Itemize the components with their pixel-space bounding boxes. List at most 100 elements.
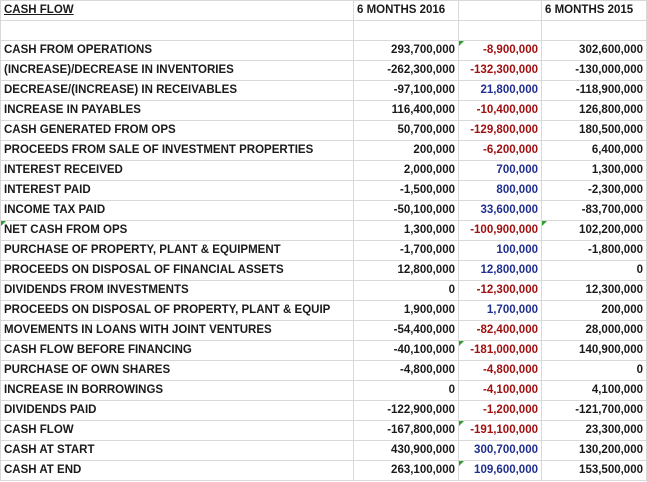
- row-label-cell[interactable]: PROCEEDS ON DISPOSAL OF FINANCIAL ASSETS: [0, 260, 354, 281]
- row-label-cell[interactable]: NET CASH FROM OPS: [0, 220, 354, 241]
- header-label-cell[interactable]: CASH FLOW: [0, 0, 354, 21]
- value-2015-cell[interactable]: 4,100,000: [541, 380, 647, 401]
- difference-cell[interactable]: 12,800,000: [458, 260, 542, 281]
- row-label-cell[interactable]: CASH FROM OPERATIONS: [0, 40, 354, 61]
- difference-cell[interactable]: 1,700,000: [458, 300, 542, 321]
- row-label-cell[interactable]: MOVEMENTS IN LOANS WITH JOINT VENTURES: [0, 320, 354, 341]
- row-label-cell[interactable]: (INCREASE)/DECREASE IN INVENTORIES: [0, 60, 354, 81]
- value-2015-cell[interactable]: -130,000,000: [541, 60, 647, 81]
- value-2015-cell[interactable]: 153,500,000: [541, 460, 647, 481]
- row-label-cell[interactable]: INCREASE IN PAYABLES: [0, 100, 354, 121]
- difference-cell[interactable]: -1,200,000: [458, 400, 542, 421]
- row-label-cell[interactable]: DECREASE/(INCREASE) IN RECEIVABLES: [0, 80, 354, 101]
- empty-cell[interactable]: [541, 20, 647, 41]
- value-2015-cell[interactable]: 6,400,000: [541, 140, 647, 161]
- row-label-cell[interactable]: INTEREST RECEIVED: [0, 160, 354, 181]
- value-2016-cell[interactable]: -1,500,000: [353, 180, 459, 201]
- difference-cell[interactable]: -4,800,000: [458, 360, 542, 381]
- difference-cell[interactable]: 109,600,000: [458, 460, 542, 481]
- value-2016-cell[interactable]: 430,900,000: [353, 440, 459, 461]
- row-label-cell[interactable]: CASH GENERATED FROM OPS: [0, 120, 354, 141]
- difference-cell[interactable]: 21,800,000: [458, 80, 542, 101]
- value-2016-cell[interactable]: -40,100,000: [353, 340, 459, 361]
- value-2015-cell[interactable]: 140,900,000: [541, 340, 647, 361]
- row-label-cell[interactable]: INTEREST PAID: [0, 180, 354, 201]
- value-2016-cell[interactable]: -167,800,000: [353, 420, 459, 441]
- value-2016-cell[interactable]: 293,700,000: [353, 40, 459, 61]
- value-2015-cell[interactable]: 180,500,000: [541, 120, 647, 141]
- table-row: MOVEMENTS IN LOANS WITH JOINT VENTURES -5…: [0, 320, 647, 341]
- difference-cell[interactable]: -100,900,000: [458, 220, 542, 241]
- difference-cell[interactable]: 300,700,000: [458, 440, 542, 461]
- value-2015-cell[interactable]: 1,300,000: [541, 160, 647, 181]
- row-label-cell[interactable]: PURCHASE OF OWN SHARES: [0, 360, 354, 381]
- header-diff-cell[interactable]: [458, 0, 542, 21]
- value-2016-cell[interactable]: -262,300,000: [353, 60, 459, 81]
- row-label-cell[interactable]: CASH AT START: [0, 440, 354, 461]
- value-2015-cell[interactable]: 0: [541, 260, 647, 281]
- empty-cell[interactable]: [458, 20, 542, 41]
- row-label-cell[interactable]: PROCEEDS FROM SALE OF INVESTMENT PROPERT…: [0, 140, 354, 161]
- value-2015-cell[interactable]: -1,800,000: [541, 240, 647, 261]
- difference-cell[interactable]: -12,300,000: [458, 280, 542, 301]
- value-2015-cell[interactable]: 12,300,000: [541, 280, 647, 301]
- row-label-cell[interactable]: PROCEEDS ON DISPOSAL OF PROPERTY, PLANT …: [0, 300, 354, 321]
- value-2015-cell[interactable]: 28,000,000: [541, 320, 647, 341]
- header-2015-cell[interactable]: 6 MONTHS 2015: [541, 0, 647, 21]
- value-2015-cell[interactable]: 126,800,000: [541, 100, 647, 121]
- value-2015-cell[interactable]: -83,700,000: [541, 200, 647, 221]
- value-2016-cell[interactable]: 50,700,000: [353, 120, 459, 141]
- value-2016-cell[interactable]: -50,100,000: [353, 200, 459, 221]
- table-row: PROCEEDS ON DISPOSAL OF PROPERTY, PLANT …: [0, 300, 647, 321]
- value-2016-cell[interactable]: -54,400,000: [353, 320, 459, 341]
- value-2016-cell[interactable]: 2,000,000: [353, 160, 459, 181]
- difference-cell[interactable]: -132,300,000: [458, 60, 542, 81]
- value-2016-cell[interactable]: 0: [353, 280, 459, 301]
- value-2015-cell[interactable]: -121,700,000: [541, 400, 647, 421]
- value-2016-cell[interactable]: 0: [353, 380, 459, 401]
- row-label-cell[interactable]: PURCHASE OF PROPERTY, PLANT & EQUIPMENT: [0, 240, 354, 261]
- difference-cell[interactable]: 800,000: [458, 180, 542, 201]
- value-2016-cell[interactable]: 200,000: [353, 140, 459, 161]
- value-2015-cell[interactable]: 0: [541, 360, 647, 381]
- difference-cell[interactable]: -82,400,000: [458, 320, 542, 341]
- value-2016-cell[interactable]: -1,700,000: [353, 240, 459, 261]
- value-2015-cell[interactable]: 102,200,000: [541, 220, 647, 241]
- row-label-cell[interactable]: DIVIDENDS FROM INVESTMENTS: [0, 280, 354, 301]
- value-2016-cell[interactable]: 12,800,000: [353, 260, 459, 281]
- row-label-cell[interactable]: INCREASE IN BORROWINGS: [0, 380, 354, 401]
- difference-cell[interactable]: -129,800,000: [458, 120, 542, 141]
- value-2016-cell[interactable]: 263,100,000: [353, 460, 459, 481]
- value-2015-cell[interactable]: 302,600,000: [541, 40, 647, 61]
- value-2015-cell[interactable]: -2,300,000: [541, 180, 647, 201]
- difference-cell[interactable]: -191,100,000: [458, 420, 542, 441]
- difference-cell[interactable]: 100,000: [458, 240, 542, 261]
- row-label-cell[interactable]: DIVIDENDS PAID: [0, 400, 354, 421]
- row-label-cell[interactable]: CASH FLOW: [0, 420, 354, 441]
- value-2016-cell[interactable]: 116,400,000: [353, 100, 459, 121]
- difference-cell[interactable]: -6,200,000: [458, 140, 542, 161]
- value-2015-cell[interactable]: 200,000: [541, 300, 647, 321]
- value-2015-cell[interactable]: -118,900,000: [541, 80, 647, 101]
- difference-cell[interactable]: -8,900,000: [458, 40, 542, 61]
- value-2016-cell[interactable]: -122,900,000: [353, 400, 459, 421]
- difference-cell[interactable]: -181,000,000: [458, 340, 542, 361]
- row-label-cell[interactable]: INCOME TAX PAID: [0, 200, 354, 221]
- table-row: CASH AT END 263,100,000 109,600,000 153,500…: [0, 460, 647, 481]
- value-2016-cell[interactable]: -4,800,000: [353, 360, 459, 381]
- header-2016-cell[interactable]: 6 MONTHS 2016: [353, 0, 459, 21]
- value-2015-cell[interactable]: 130,200,000: [541, 440, 647, 461]
- value-2016-cell[interactable]: 1,300,000: [353, 220, 459, 241]
- row-label-cell[interactable]: CASH AT END: [0, 460, 354, 481]
- difference-cell[interactable]: -10,400,000: [458, 100, 542, 121]
- value-2016-cell[interactable]: 1,900,000: [353, 300, 459, 321]
- empty-cell[interactable]: [353, 20, 459, 41]
- difference-cell[interactable]: -4,100,000: [458, 380, 542, 401]
- empty-cell[interactable]: [0, 20, 354, 41]
- table-row: PROCEEDS ON DISPOSAL OF FINANCIAL ASSETS…: [0, 260, 647, 281]
- value-2016-cell[interactable]: -97,100,000: [353, 80, 459, 101]
- row-label-cell[interactable]: CASH FLOW BEFORE FINANCING: [0, 340, 354, 361]
- difference-cell[interactable]: 700,000: [458, 160, 542, 181]
- value-2015-cell[interactable]: 23,300,000: [541, 420, 647, 441]
- difference-cell[interactable]: 33,600,000: [458, 200, 542, 221]
